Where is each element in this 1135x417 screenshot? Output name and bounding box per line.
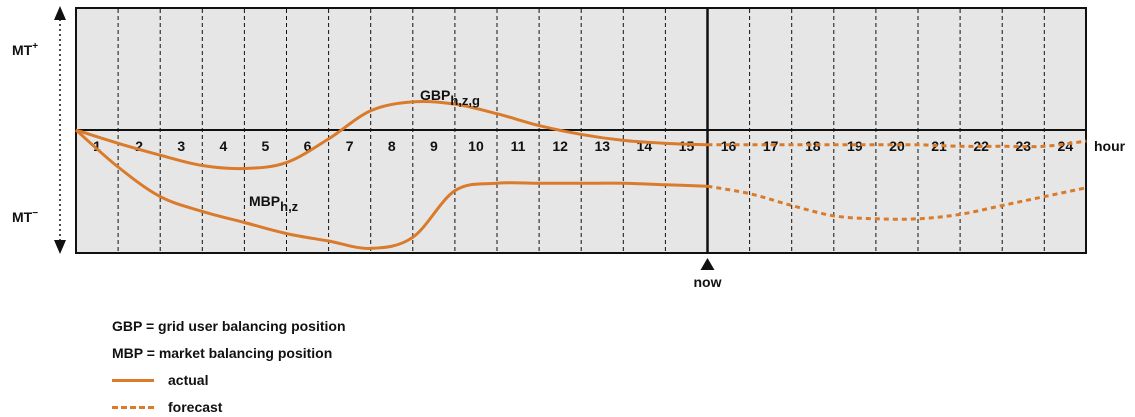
gbp-actual-line <box>75 99 708 171</box>
legend-forecast-label: forecast <box>168 399 223 415</box>
gbp-forecast-line <box>707 139 1087 149</box>
now-label: now <box>694 274 722 290</box>
legend-actual: actual <box>112 372 208 388</box>
hour-tick-4: 4 <box>219 138 227 154</box>
mbp-actual-line <box>75 128 708 250</box>
x-axis-label: hour <box>1094 138 1126 154</box>
hour-tick-labels: 1 2 3 4 5 6 7 8 9 10 11 12 13 14 15 16 17 18 19 20 21 22 23 24 <box>93 138 1073 154</box>
hour-tick-2: 2 <box>135 138 143 154</box>
hour-tick-9: 9 <box>430 138 438 154</box>
forecast-swatch <box>112 405 154 409</box>
mbp-forecast-line <box>707 184 1087 221</box>
hour-tick-13: 13 <box>594 138 610 154</box>
legend-actual-label: actual <box>168 372 209 388</box>
y-axis-arrow-down-icon <box>54 240 66 254</box>
hour-tick-1: 1 <box>93 138 101 154</box>
y-top-label: MT+ <box>12 41 38 58</box>
series-lines <box>75 99 1087 250</box>
balancing-chart: 1 2 3 4 5 6 7 8 9 10 11 12 13 14 15 16 17 18 19 20 21 22 23 24 … <box>12 6 1126 290</box>
hour-tick-21: 21 <box>931 138 947 154</box>
hour-tick-18: 18 <box>805 138 821 154</box>
hour-tick-6: 6 <box>304 138 312 154</box>
hour-tick-10: 10 <box>468 138 484 154</box>
y-bottom-label: MT− <box>12 208 38 225</box>
hour-tick-11: 11 <box>511 138 526 154</box>
mbp-series-label: MBPh,z <box>249 193 299 214</box>
now-marker-icon <box>700 258 715 270</box>
gbp-series-label: GBPh,z,g <box>420 87 480 108</box>
y-axis-arrow-up-icon <box>54 6 66 20</box>
hour-tick-8: 8 <box>388 138 396 154</box>
hour-tick-3: 3 <box>177 138 185 154</box>
hour-tick-15: 15 <box>679 138 695 154</box>
actual-swatch <box>112 378 154 382</box>
hour-tick-7: 7 <box>346 138 354 154</box>
hour-tick-5: 5 <box>262 138 270 154</box>
legend-gbp-definition: GBP = grid user balancing position <box>112 318 346 334</box>
legend-forecast: forecast <box>112 399 222 415</box>
legend-mbp-definition: MBP = market balancing position <box>112 345 333 361</box>
hour-tick-12: 12 <box>552 138 568 154</box>
